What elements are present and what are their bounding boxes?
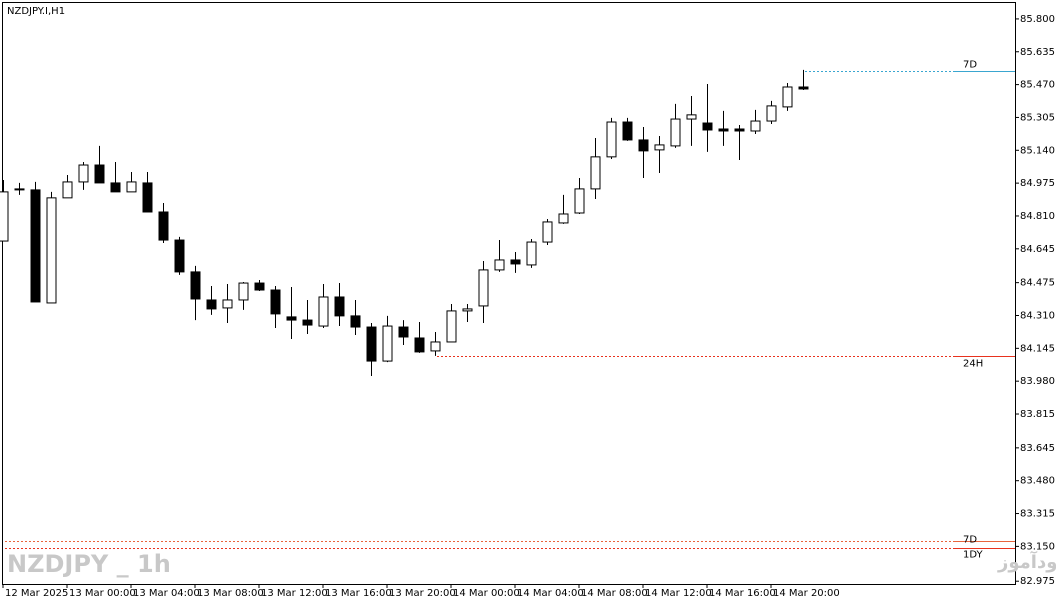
candle-body (734, 128, 745, 132)
candle-body (318, 296, 329, 327)
y-tick-label: 85.140 (1020, 145, 1055, 156)
candle-body (14, 188, 25, 191)
x-tick-label: 13 Mar 16:00 (325, 588, 392, 599)
candle-body (286, 316, 297, 321)
x-tick-label: 13 Mar 20:00 (389, 588, 456, 599)
candle-body (430, 341, 441, 352)
candle-body (382, 325, 393, 362)
y-tick-label: 82.975 (1020, 576, 1055, 587)
x-tick-label: 13 Mar 00:00 (69, 588, 136, 599)
candle-body (478, 269, 489, 307)
y-tick-label: 85.470 (1020, 80, 1055, 91)
candle-body (510, 259, 521, 265)
candle-body (782, 86, 793, 108)
y-tick-label: 83.815 (1020, 409, 1055, 420)
chart-title: NZDJPY.I,H1 (7, 6, 65, 17)
plot-frame (2, 2, 1016, 585)
candle-body (142, 182, 153, 213)
candle-body (334, 296, 345, 317)
candle-body (302, 319, 313, 326)
y-tick-label: 83.480 (1020, 476, 1055, 487)
candle-body (366, 326, 377, 362)
candle-body (526, 241, 537, 266)
candle-body (750, 120, 761, 132)
x-tick-label: 14 Mar 08:00 (581, 588, 648, 599)
level-label: 7D (963, 535, 977, 546)
candle-body (94, 164, 105, 184)
y-tick-label: 85.635 (1020, 47, 1055, 58)
x-tick-label: 13 Mar 12:00 (261, 588, 328, 599)
candle-body (174, 239, 185, 273)
candle-body (638, 139, 649, 152)
x-tick-label: 14 Mar 16:00 (709, 588, 776, 599)
candle-body (126, 181, 137, 193)
candle-body (654, 144, 665, 151)
candle-body (254, 282, 265, 291)
y-tick-label: 83.315 (1020, 509, 1055, 520)
candle-body (574, 188, 585, 214)
candle-body (494, 259, 505, 271)
candle-body (622, 121, 633, 141)
y-tick-label: 84.310 (1020, 310, 1055, 321)
y-tick-label: 84.645 (1020, 244, 1055, 255)
level-label: 24H (963, 359, 983, 370)
candle-body (702, 122, 713, 131)
candle-body (46, 197, 57, 304)
level-label: 7D (963, 60, 977, 71)
watermark-site: انتشار در سایت سودآموز (997, 550, 1056, 573)
x-tick-label: 14 Mar 00:00 (453, 588, 520, 599)
candle-body (238, 282, 249, 301)
candle-body (190, 271, 201, 300)
candle-body (558, 213, 569, 224)
candle-body (110, 182, 121, 193)
x-tick-label: 14 Mar 20:00 (773, 588, 840, 599)
y-tick-label: 83.980 (1020, 376, 1055, 387)
candle-body (446, 310, 457, 343)
y-tick-label: 84.145 (1020, 343, 1055, 354)
candle-body (718, 128, 729, 132)
candle-body (30, 189, 41, 303)
watermark: NZDJPY _ 1h (7, 550, 171, 578)
candle-body (206, 299, 217, 310)
x-tick-label: 14 Mar 12:00 (645, 588, 712, 599)
candle-body (62, 181, 73, 199)
candle-body (590, 156, 601, 190)
candle-body (158, 211, 169, 241)
candle-body (542, 221, 553, 243)
candle-body (686, 114, 697, 120)
y-tick-label: 84.975 (1020, 178, 1055, 189)
candle-body (350, 315, 361, 328)
y-tick-label: 83.645 (1020, 443, 1055, 454)
y-tick-label: 84.810 (1020, 211, 1055, 222)
candle-body (766, 105, 777, 122)
candle-body (414, 337, 425, 353)
x-tick-label: 12 Mar 2025 (5, 588, 68, 599)
x-tick-label: 13 Mar 08:00 (197, 588, 264, 599)
level-label: 1DY (963, 550, 984, 561)
x-tick-label: 13 Mar 04:00 (133, 588, 200, 599)
x-tick-label: 14 Mar 04:00 (517, 588, 584, 599)
candle-body (606, 121, 617, 158)
candle-body (78, 164, 89, 183)
candle-body (270, 289, 281, 315)
y-tick-label: 85.800 (1020, 14, 1055, 25)
y-tick-label: 83.150 (1020, 541, 1055, 552)
candle-body (798, 86, 809, 90)
candle-body (222, 299, 233, 309)
candle-body (0, 191, 9, 242)
candle-body (398, 326, 409, 338)
candle-body (462, 308, 473, 312)
candle-body (670, 118, 681, 147)
y-tick-label: 85.305 (1020, 112, 1055, 123)
y-tick-label: 84.475 (1020, 278, 1055, 289)
